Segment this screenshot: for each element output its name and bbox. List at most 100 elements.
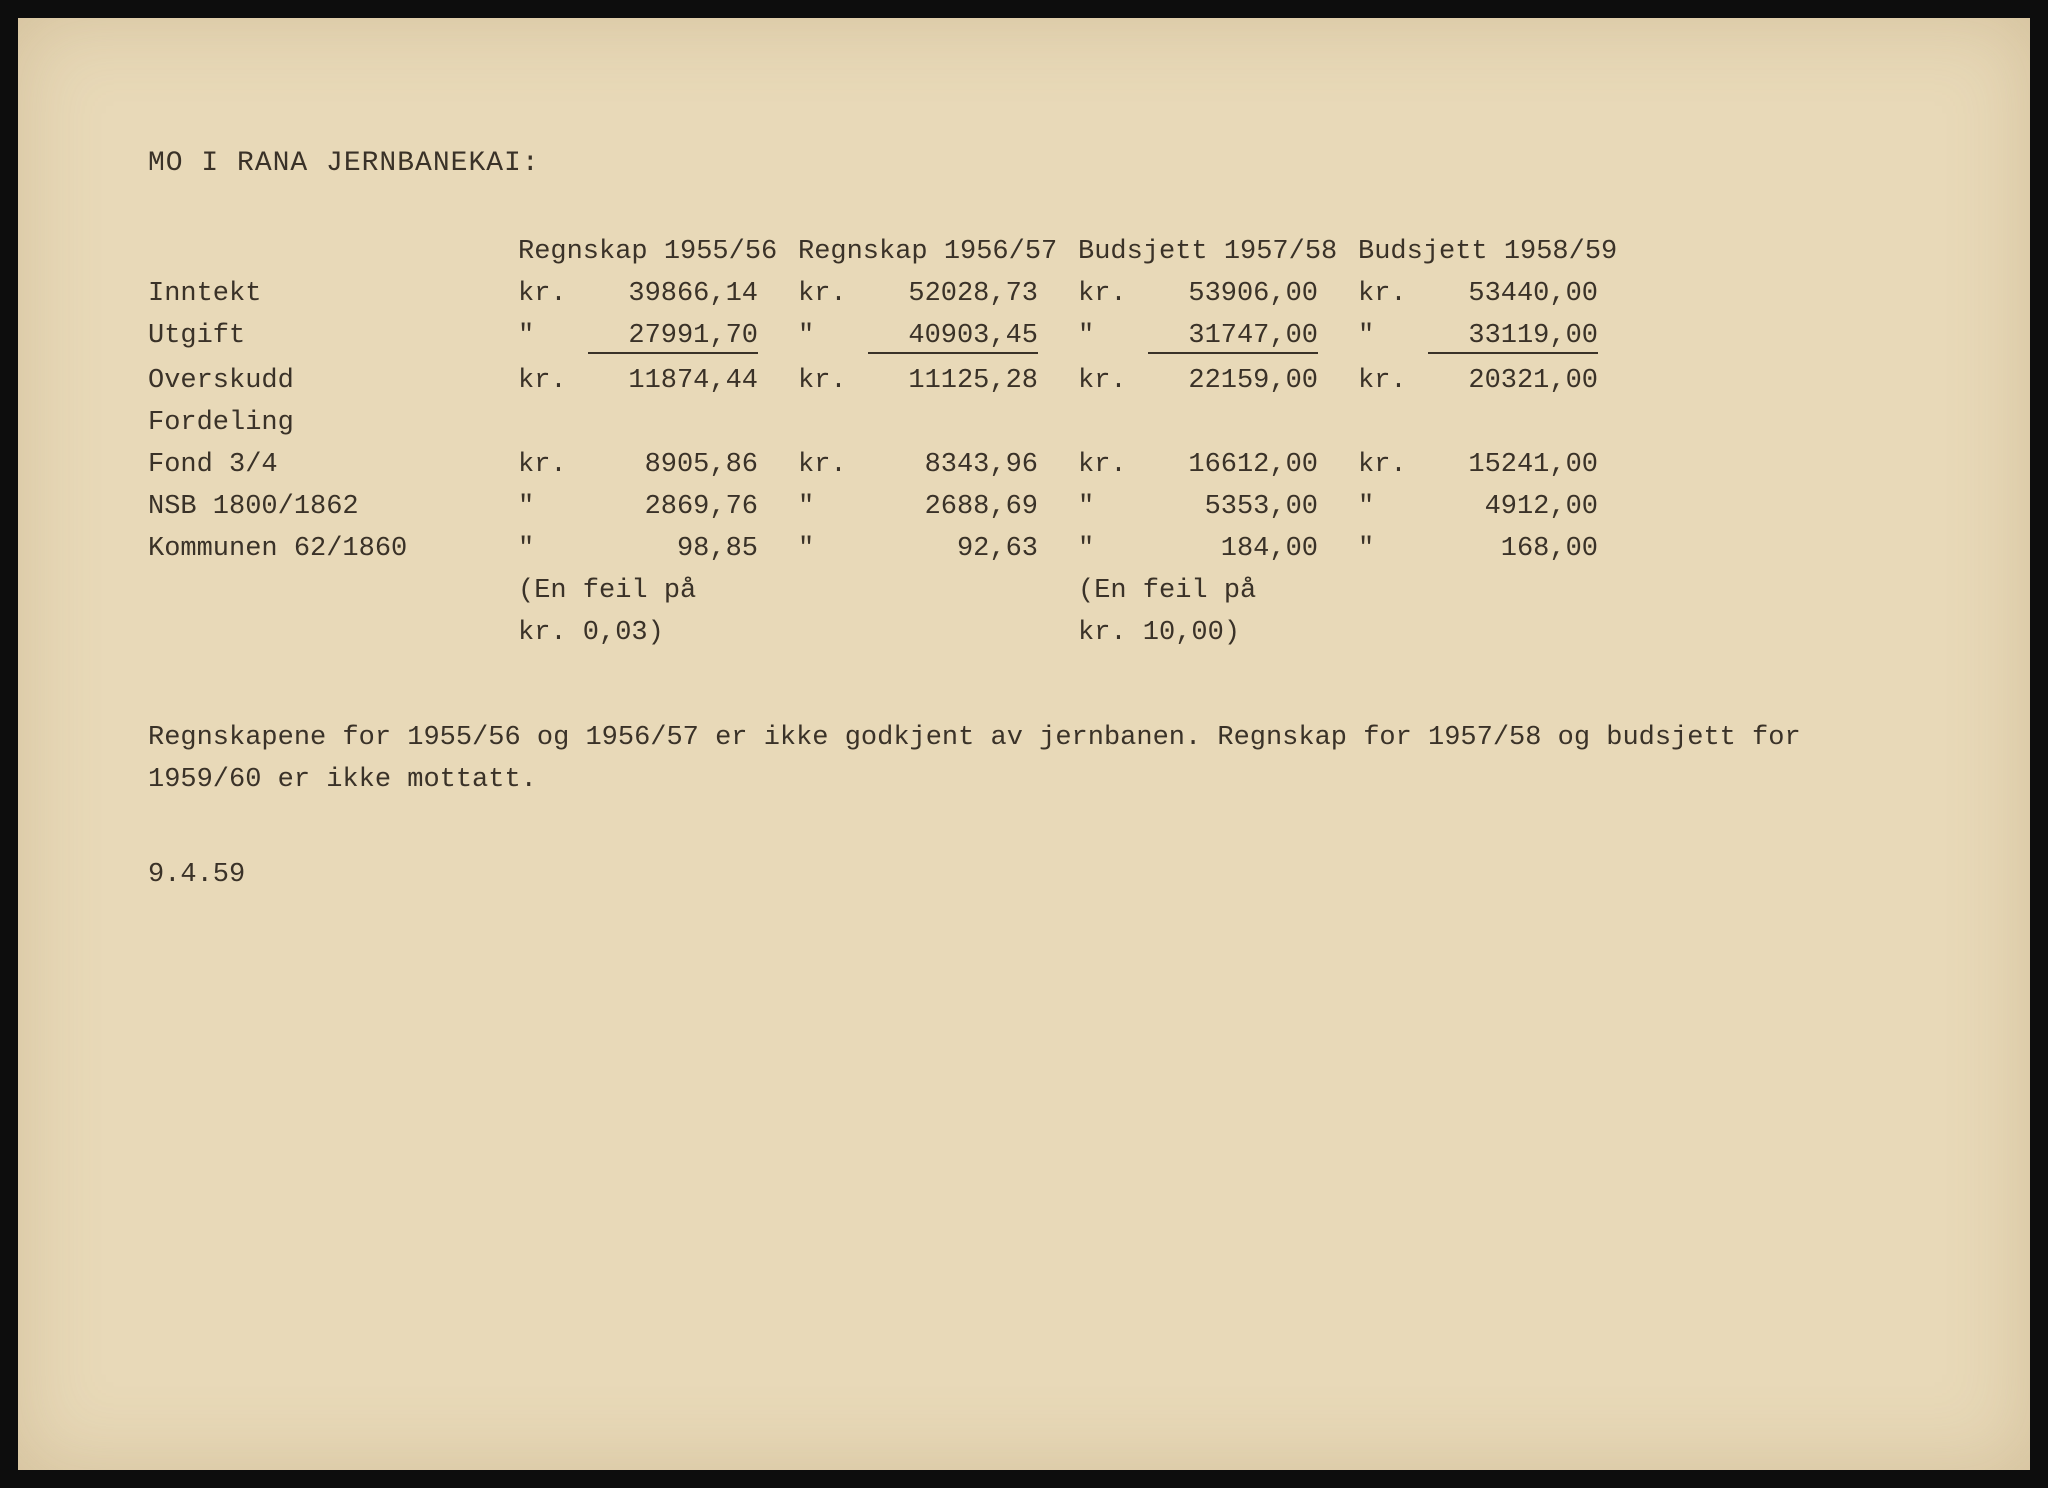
table-cell: kr.39866,14 (518, 279, 798, 309)
row-label: Inntekt (148, 279, 518, 309)
currency-prefix: " (798, 534, 868, 564)
document-page: MO I RANA JERNBANEKAI: Regnskap 1955/56 … (0, 0, 2048, 1488)
table-cell: "33119,00 (1358, 321, 1638, 354)
cell-value: 53440,00 (1428, 279, 1598, 309)
currency-prefix: kr. (1358, 279, 1428, 309)
table-cell: kr.53906,00 (1078, 279, 1358, 309)
table-cell: kr.11874,44 (518, 366, 798, 396)
cell-value: 5353,00 (1148, 492, 1318, 522)
error-notes: (En feil på (En feil på kr. 0,03) kr. 10… (148, 576, 1920, 648)
table-cell: kr.22159,00 (1078, 366, 1358, 396)
currency-prefix (798, 408, 868, 438)
currency-prefix: " (798, 492, 868, 522)
table-cell (518, 408, 798, 438)
currency-prefix: " (1358, 534, 1428, 564)
row-label: Fond 3/4 (148, 450, 518, 480)
cell-value: 53906,00 (1148, 279, 1318, 309)
cell-value (588, 408, 758, 438)
table-cell: "2688,69 (798, 492, 1078, 522)
table-cell: kr.53440,00 (1358, 279, 1638, 309)
currency-prefix: " (1078, 321, 1148, 354)
currency-prefix (1358, 408, 1428, 438)
cell-value: 20321,00 (1428, 366, 1598, 396)
col-header-4: Budsjett 1958/59 (1358, 237, 1638, 267)
row-label: Kommunen 62/1860 (148, 534, 518, 564)
row-label: Utgift (148, 321, 518, 354)
document-date: 9.4.59 (148, 860, 1920, 890)
cell-value: 33119,00 (1428, 321, 1598, 354)
cell-value: 92,63 (868, 534, 1038, 564)
currency-prefix: " (518, 534, 588, 564)
table-cell: kr.8905,86 (518, 450, 798, 480)
cell-value: 8343,96 (868, 450, 1038, 480)
footer-note: Regnskapene for 1955/56 og 1956/57 er ik… (148, 718, 1848, 802)
col-blank (148, 237, 518, 267)
table-cell: "31747,00 (1078, 321, 1358, 354)
row-label: NSB 1800/1862 (148, 492, 518, 522)
cell-value: 39866,14 (588, 279, 758, 309)
currency-prefix: kr. (1078, 279, 1148, 309)
table-cell: kr.15241,00 (1358, 450, 1638, 480)
row-label: Fordeling (148, 408, 518, 438)
table-cell: "5353,00 (1078, 492, 1358, 522)
table-cell: kr.11125,28 (798, 366, 1078, 396)
cell-value (1148, 408, 1318, 438)
error-note-3b: kr. 10,00) (1078, 618, 1358, 648)
cell-value: 168,00 (1428, 534, 1598, 564)
cell-value: 16612,00 (1148, 450, 1318, 480)
table-cell: "27991,70 (518, 321, 798, 354)
table-cell: kr.20321,00 (1358, 366, 1638, 396)
table-cell: kr.52028,73 (798, 279, 1078, 309)
col-header-1: Regnskap 1955/56 (518, 237, 798, 267)
table-cell: "2869,76 (518, 492, 798, 522)
cell-value: 11125,28 (868, 366, 1038, 396)
col-header-2: Regnskap 1956/57 (798, 237, 1078, 267)
cell-value: 2869,76 (588, 492, 758, 522)
currency-prefix: " (1358, 492, 1428, 522)
cell-value: 27991,70 (588, 321, 758, 354)
currency-prefix (1078, 408, 1148, 438)
table-cell: "168,00 (1358, 534, 1638, 564)
table-cell: kr.16612,00 (1078, 450, 1358, 480)
table-cell: "184,00 (1078, 534, 1358, 564)
cell-value: 2688,69 (868, 492, 1038, 522)
currency-prefix: " (518, 492, 588, 522)
table-cell: "92,63 (798, 534, 1078, 564)
cell-value: 22159,00 (1148, 366, 1318, 396)
table-cell (1078, 408, 1358, 438)
cell-value: 98,85 (588, 534, 758, 564)
cell-value (1428, 408, 1598, 438)
table-cell: "40903,45 (798, 321, 1078, 354)
currency-prefix (518, 408, 588, 438)
cell-value: 40903,45 (868, 321, 1038, 354)
col-header-3: Budsjett 1957/58 (1078, 237, 1358, 267)
cell-value: 52028,73 (868, 279, 1038, 309)
table-cell (798, 408, 1078, 438)
currency-prefix: " (1358, 321, 1428, 354)
currency-prefix: " (1078, 492, 1148, 522)
cell-value: 31747,00 (1148, 321, 1318, 354)
currency-prefix: kr. (798, 450, 868, 480)
cell-value: 184,00 (1148, 534, 1318, 564)
cell-value: 8905,86 (588, 450, 758, 480)
currency-prefix: kr. (1078, 366, 1148, 396)
table-cell (1358, 408, 1638, 438)
table-cell: "4912,00 (1358, 492, 1638, 522)
currency-prefix: kr. (518, 366, 588, 396)
cell-value: 4912,00 (1428, 492, 1598, 522)
cell-value (868, 408, 1038, 438)
error-note-1b: kr. 0,03) (518, 618, 798, 648)
currency-prefix: kr. (798, 366, 868, 396)
table-cell: kr.8343,96 (798, 450, 1078, 480)
table-cell: "98,85 (518, 534, 798, 564)
financial-table: Regnskap 1955/56 Regnskap 1956/57 Budsje… (148, 237, 1920, 564)
row-label: Overskudd (148, 366, 518, 396)
cell-value: 11874,44 (588, 366, 758, 396)
error-note-3a: (En feil på (1078, 576, 1358, 606)
document-title: MO I RANA JERNBANEKAI: (148, 148, 1920, 179)
currency-prefix: kr. (518, 450, 588, 480)
currency-prefix: " (1078, 534, 1148, 564)
currency-prefix: kr. (1358, 366, 1428, 396)
currency-prefix: " (798, 321, 868, 354)
currency-prefix: kr. (518, 279, 588, 309)
